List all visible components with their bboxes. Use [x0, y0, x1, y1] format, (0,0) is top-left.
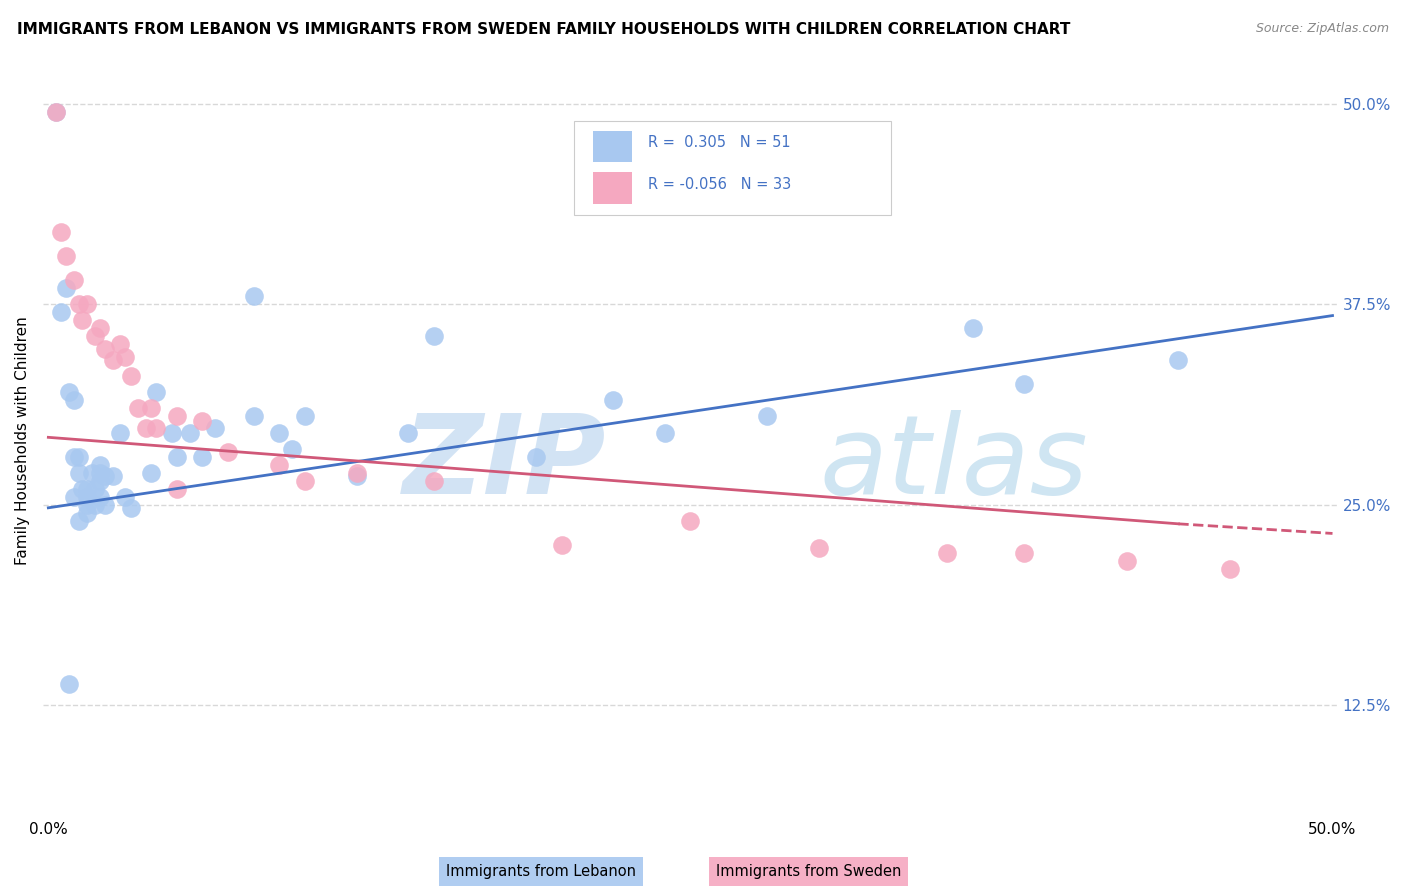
Point — [936, 546, 959, 560]
Point — [120, 369, 142, 384]
Point — [89, 458, 111, 472]
Point — [89, 474, 111, 488]
Point — [63, 450, 86, 464]
Point — [45, 105, 67, 120]
Point — [55, 249, 77, 263]
Point — [1219, 562, 1241, 576]
Point — [654, 425, 676, 440]
Point — [204, 420, 226, 434]
Point — [80, 466, 103, 480]
Point — [51, 305, 73, 319]
Text: Immigrants from Lebanon: Immigrants from Lebanon — [446, 864, 637, 879]
Point — [83, 498, 105, 512]
Point — [191, 414, 214, 428]
Point — [1167, 353, 1189, 368]
Point — [114, 490, 136, 504]
Point — [217, 444, 239, 458]
Point — [55, 281, 77, 295]
Point — [166, 409, 188, 424]
Point — [243, 409, 266, 424]
Text: R =  0.305   N = 51: R = 0.305 N = 51 — [648, 135, 790, 150]
Point — [58, 385, 80, 400]
Point — [962, 321, 984, 335]
Point — [269, 425, 291, 440]
Point — [45, 105, 67, 120]
Text: Immigrants from Sweden: Immigrants from Sweden — [716, 864, 901, 879]
Point — [269, 458, 291, 472]
Point — [63, 273, 86, 287]
Point — [89, 490, 111, 504]
Text: atlas: atlas — [820, 409, 1088, 516]
Point — [110, 425, 132, 440]
Point — [346, 466, 368, 480]
Point — [346, 468, 368, 483]
Point — [422, 329, 444, 343]
Point — [524, 450, 547, 464]
Point — [139, 466, 162, 480]
Point — [243, 289, 266, 303]
Point — [135, 420, 157, 434]
Point — [63, 490, 86, 504]
FancyBboxPatch shape — [574, 120, 891, 215]
Text: Source: ZipAtlas.com: Source: ZipAtlas.com — [1256, 22, 1389, 36]
Point — [76, 506, 98, 520]
FancyBboxPatch shape — [593, 172, 633, 204]
Point — [127, 401, 149, 416]
Text: IMMIGRANTS FROM LEBANON VS IMMIGRANTS FROM SWEDEN FAMILY HOUSEHOLDS WITH CHILDRE: IMMIGRANTS FROM LEBANON VS IMMIGRANTS FR… — [17, 22, 1070, 37]
Point — [551, 538, 574, 552]
Point — [76, 482, 98, 496]
Point — [51, 225, 73, 239]
Point — [145, 385, 167, 400]
Point — [166, 482, 188, 496]
Point — [281, 442, 304, 456]
Point — [422, 474, 444, 488]
Point — [756, 409, 779, 424]
Point — [89, 466, 111, 480]
Point — [602, 393, 624, 408]
Point — [807, 541, 830, 555]
Point — [179, 425, 201, 440]
Point — [1116, 554, 1139, 568]
Point — [145, 420, 167, 434]
Point — [63, 393, 86, 408]
Point — [70, 482, 93, 496]
Point — [294, 474, 316, 488]
Point — [114, 350, 136, 364]
Point — [294, 409, 316, 424]
Point — [76, 297, 98, 311]
Point — [1014, 377, 1036, 392]
Point — [160, 425, 183, 440]
Point — [679, 514, 702, 528]
Point — [1014, 546, 1036, 560]
Point — [101, 468, 124, 483]
Point — [58, 677, 80, 691]
Point — [70, 313, 93, 327]
Point — [139, 401, 162, 416]
Point — [83, 482, 105, 496]
Y-axis label: Family Households with Children: Family Households with Children — [15, 316, 30, 565]
Point — [166, 450, 188, 464]
Point — [89, 321, 111, 335]
FancyBboxPatch shape — [593, 131, 633, 162]
Point — [67, 466, 90, 480]
Point — [94, 468, 117, 483]
Point — [67, 514, 90, 528]
Point — [94, 498, 117, 512]
Point — [94, 342, 117, 356]
Point — [67, 297, 90, 311]
Point — [83, 329, 105, 343]
Point — [76, 498, 98, 512]
Point — [191, 450, 214, 464]
Point — [67, 450, 90, 464]
Text: ZIP: ZIP — [402, 409, 606, 516]
Point — [101, 353, 124, 368]
Point — [120, 500, 142, 515]
Point — [110, 337, 132, 351]
Point — [396, 425, 419, 440]
Text: R = -0.056   N = 33: R = -0.056 N = 33 — [648, 178, 792, 193]
Point — [76, 490, 98, 504]
